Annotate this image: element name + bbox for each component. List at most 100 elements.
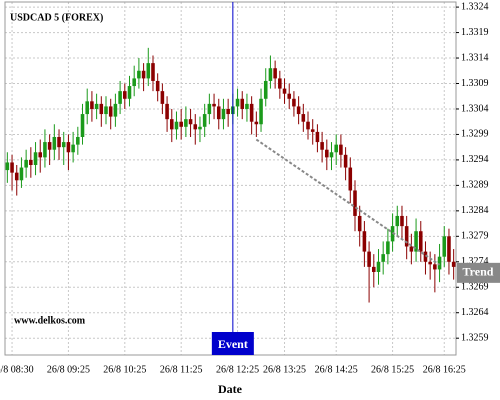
- candle-body: [24, 159, 28, 168]
- y-tick-label: 1.3294: [461, 154, 489, 165]
- y-tick-label: 1.3269: [461, 282, 489, 293]
- candle-body: [113, 103, 118, 117]
- candle-body: [146, 63, 151, 79]
- candle-body: [85, 101, 89, 115]
- y-tick-label: 1.3319: [461, 27, 489, 38]
- candle-body: [94, 103, 99, 109]
- candle-body: [245, 103, 249, 109]
- event-label: Event: [218, 337, 248, 351]
- candle-body: [287, 93, 292, 99]
- candle-body: [43, 142, 47, 158]
- candle-body: [386, 241, 390, 255]
- candle-body: [376, 261, 381, 272]
- candle-body: [151, 63, 155, 81]
- candle-body: [123, 91, 127, 99]
- y-tick-label: 1.3264: [461, 307, 489, 318]
- x-tick-label: 26/8 16:25: [423, 364, 466, 375]
- candle-body: [57, 136, 61, 148]
- candle-body: [132, 78, 136, 87]
- candle-body: [137, 70, 141, 79]
- candle-body: [29, 159, 33, 166]
- candle-body: [249, 103, 254, 122]
- y-tick-label: 1.3279: [461, 231, 489, 242]
- candle-body: [76, 136, 80, 145]
- candle-body: [19, 167, 24, 181]
- candle-body: [179, 121, 183, 127]
- y-tick-label: 1.3259: [461, 332, 489, 343]
- candle-body: [207, 103, 212, 115]
- candle-body: [14, 172, 19, 181]
- candle-body: [212, 103, 216, 107]
- watermark: www.delkos.com: [14, 315, 86, 326]
- candle-body: [329, 152, 334, 158]
- candle-body: [38, 152, 43, 158]
- candle-body: [47, 142, 52, 150]
- x-tick-label: 26/8 13:25: [263, 364, 306, 375]
- candle-body: [381, 254, 385, 262]
- candle-body: [169, 119, 174, 130]
- x-axis-title: Date: [218, 382, 243, 396]
- candle-body: [428, 261, 432, 265]
- candle-body: [198, 126, 202, 130]
- candle-body: [226, 108, 230, 115]
- candle-body: [141, 70, 146, 79]
- candle-body: [268, 68, 273, 81]
- y-tick-label: 1.3299: [461, 129, 489, 140]
- trend-box: [457, 262, 500, 283]
- candle-body: [339, 144, 343, 155]
- candle-body: [343, 154, 348, 168]
- candle-body: [367, 251, 371, 267]
- candle-body: [240, 98, 245, 109]
- x-tick-label: 26/8 08:30: [0, 364, 34, 375]
- event-box: [211, 332, 254, 355]
- y-tick-label: 1.3274: [461, 256, 489, 267]
- candle-body: [235, 98, 240, 107]
- candle-body: [188, 119, 193, 125]
- chart-title: USDCAD 5 (FOREX): [10, 12, 103, 23]
- candle-body: [160, 91, 165, 104]
- candle-body: [433, 264, 437, 270]
- candle-body: [174, 121, 179, 130]
- candle-body: [61, 142, 66, 148]
- candle-body: [442, 236, 447, 257]
- candle-body: [202, 114, 207, 127]
- candle-body: [296, 106, 301, 115]
- candle-body: [437, 256, 442, 270]
- x-tick-label: 26/8 09:25: [47, 364, 90, 375]
- candle-body: [423, 251, 428, 262]
- y-tick-label: 1.3314: [461, 52, 489, 63]
- candle-body: [357, 215, 362, 232]
- y-tick-label: 1.3304: [461, 103, 489, 114]
- candle-body: [414, 231, 418, 252]
- candle-body: [90, 101, 94, 109]
- candle-body: [278, 78, 282, 89]
- candle-body: [66, 142, 71, 153]
- candle-body: [104, 106, 108, 115]
- candle-body: [334, 144, 338, 153]
- candle-body: [409, 246, 414, 252]
- candle-body: [118, 91, 122, 104]
- candle-body: [310, 129, 315, 132]
- candle-body: [99, 103, 104, 115]
- trend-label: Trend: [463, 265, 494, 279]
- candle-body: [155, 80, 160, 92]
- candle-body: [273, 68, 277, 79]
- y-tick-label: 1.3324: [461, 1, 489, 12]
- candle-body: [404, 226, 409, 247]
- candle-body: [184, 119, 188, 127]
- trend-line: [255, 138, 441, 266]
- candle-body: [348, 167, 353, 191]
- candle-body: [108, 106, 113, 117]
- candle-body: [80, 114, 85, 137]
- y-tick-label: 1.3309: [461, 78, 489, 89]
- candle-body: [193, 124, 198, 130]
- x-tick-label: 26/8 15:25: [371, 364, 414, 375]
- candle-body: [5, 162, 10, 171]
- candle-body: [216, 106, 221, 120]
- candle-body: [259, 98, 263, 125]
- candle-body: [451, 261, 456, 267]
- candle-body: [282, 88, 287, 94]
- candle-body: [395, 215, 400, 227]
